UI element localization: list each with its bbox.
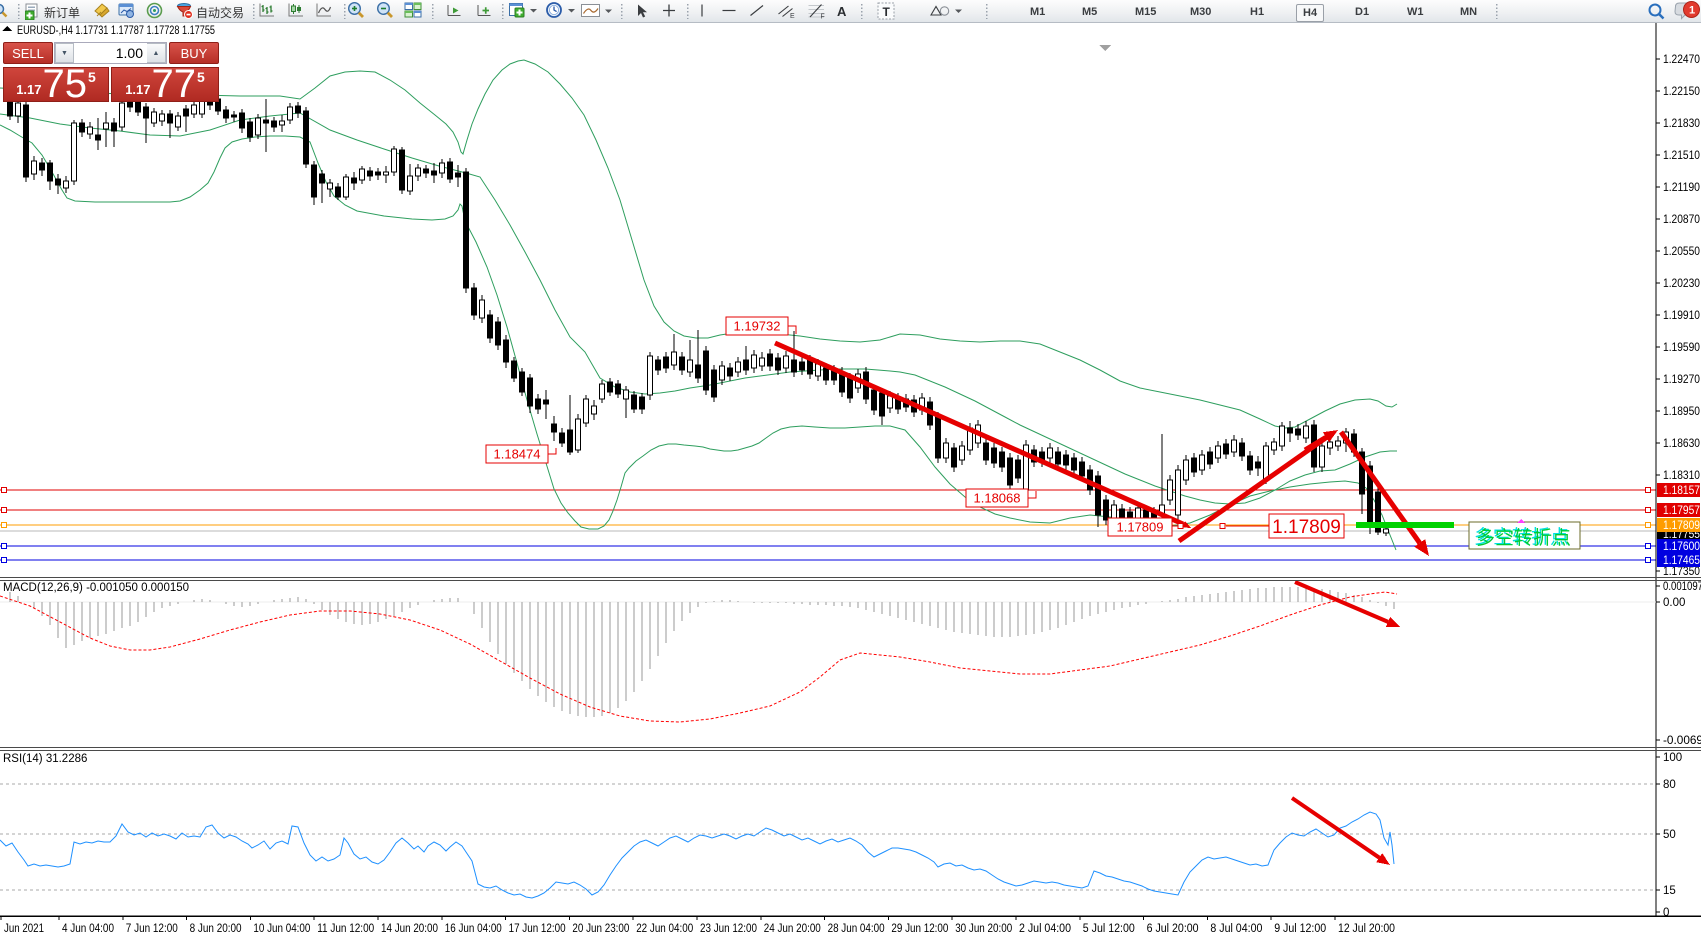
svg-text:1.17809: 1.17809	[1272, 517, 1341, 538]
svg-text:15: 15	[1663, 885, 1676, 897]
svg-text:1.20230: 1.20230	[1663, 278, 1700, 290]
svg-text:1.18630: 1.18630	[1663, 438, 1700, 450]
svg-text:1.17809: 1.17809	[1117, 520, 1164, 535]
svg-text:6 Jul 20:00: 6 Jul 20:00	[1147, 923, 1199, 935]
svg-text:17 Jun 12:00: 17 Jun 12:00	[509, 923, 566, 935]
svg-text:EURUSD-,H4 1.17731 1.17787 1.: EURUSD-,H4 1.17731 1.17787 1.17728 1.177…	[17, 23, 215, 37]
svg-text:0: 0	[1663, 907, 1669, 919]
svg-text:10 Jun 04:00: 10 Jun 04:00	[253, 923, 310, 935]
svg-text:4 Jun 04:00: 4 Jun 04:00	[62, 923, 114, 935]
svg-text:30 Jun 20:00: 30 Jun 20:00	[955, 923, 1012, 935]
svg-text:E: E	[790, 13, 795, 19]
svg-text:1.21510: 1.21510	[1663, 150, 1700, 162]
svg-text:24 Jun 20:00: 24 Jun 20:00	[764, 923, 821, 935]
svg-text:1.18950: 1.18950	[1663, 406, 1700, 418]
svg-text:5 Jul 12:00: 5 Jul 12:00	[1083, 923, 1135, 935]
svg-text:20 Jun 23:00: 20 Jun 23:00	[572, 923, 629, 935]
svg-text:1.17465: 1.17465	[1663, 555, 1700, 567]
svg-text:1.18310: 1.18310	[1663, 470, 1700, 482]
svg-text:多空转折点: 多空转折点	[1474, 526, 1569, 548]
svg-text:1.19910: 1.19910	[1663, 310, 1700, 322]
svg-text:1.18068: 1.18068	[974, 491, 1021, 506]
svg-text:1.18474: 1.18474	[494, 447, 541, 462]
svg-text:0.001097: 0.001097	[1663, 581, 1701, 593]
svg-text:1.20550: 1.20550	[1663, 246, 1700, 258]
svg-text:1.22470: 1.22470	[1663, 54, 1700, 66]
svg-text:23 Jun 12:00: 23 Jun 12:00	[700, 923, 757, 935]
svg-text:11 Jun 12:00: 11 Jun 12:00	[317, 923, 374, 935]
svg-text:1.19270: 1.19270	[1663, 374, 1700, 386]
svg-text:MACD(12,26,9) -0.001050 0.0001: MACD(12,26,9) -0.001050 0.000150	[3, 582, 189, 594]
svg-text:1.18157: 1.18157	[1663, 485, 1700, 497]
svg-text:9 Jul 12:00: 9 Jul 12:00	[1274, 923, 1326, 935]
svg-text:50: 50	[1663, 829, 1676, 841]
svg-text:F: F	[821, 14, 825, 20]
svg-text:16 Jun 04:00: 16 Jun 04:00	[445, 923, 502, 935]
svg-text:29 Jun 12:00: 29 Jun 12:00	[891, 923, 948, 935]
svg-text:1.17957: 1.17957	[1663, 505, 1700, 517]
svg-text:RSI(14) 31.2286: RSI(14) 31.2286	[3, 753, 87, 765]
svg-text:100: 100	[1663, 752, 1682, 764]
svg-text:14 Jun 20:00: 14 Jun 20:00	[381, 923, 438, 935]
svg-text:80: 80	[1663, 779, 1676, 791]
svg-text:1.20870: 1.20870	[1663, 214, 1700, 226]
svg-text:1.17600: 1.17600	[1663, 541, 1700, 553]
svg-text:1.21830: 1.21830	[1663, 118, 1700, 130]
svg-text:多空转折点: 多空转折点	[1476, 527, 1571, 549]
svg-text:12 Jul 20:00: 12 Jul 20:00	[1338, 923, 1395, 935]
svg-text:1: 1	[1689, 5, 1695, 17]
svg-text:Jun 2021: Jun 2021	[4, 923, 44, 935]
svg-text:22 Jun 04:00: 22 Jun 04:00	[636, 923, 693, 935]
svg-text:8 Jun 20:00: 8 Jun 20:00	[190, 923, 242, 935]
svg-text:-0.0069: -0.0069	[1663, 735, 1701, 747]
svg-text:8 Jul 04:00: 8 Jul 04:00	[1210, 923, 1262, 935]
svg-text:1.22150: 1.22150	[1663, 86, 1700, 98]
svg-text:T: T	[883, 5, 891, 19]
svg-text:0.00: 0.00	[1663, 597, 1685, 609]
svg-text:2 Jul 04:00: 2 Jul 04:00	[1019, 923, 1071, 935]
svg-text:1.21190: 1.21190	[1663, 182, 1700, 194]
svg-text:1.17809: 1.17809	[1663, 520, 1700, 532]
svg-text:1.17350: 1.17350	[1663, 566, 1700, 578]
svg-text:1.19732: 1.19732	[734, 319, 781, 334]
svg-text:7 Jun 12:00: 7 Jun 12:00	[126, 923, 178, 935]
svg-text:28 Jun 04:00: 28 Jun 04:00	[828, 923, 885, 935]
svg-text:1.19590: 1.19590	[1663, 342, 1700, 354]
